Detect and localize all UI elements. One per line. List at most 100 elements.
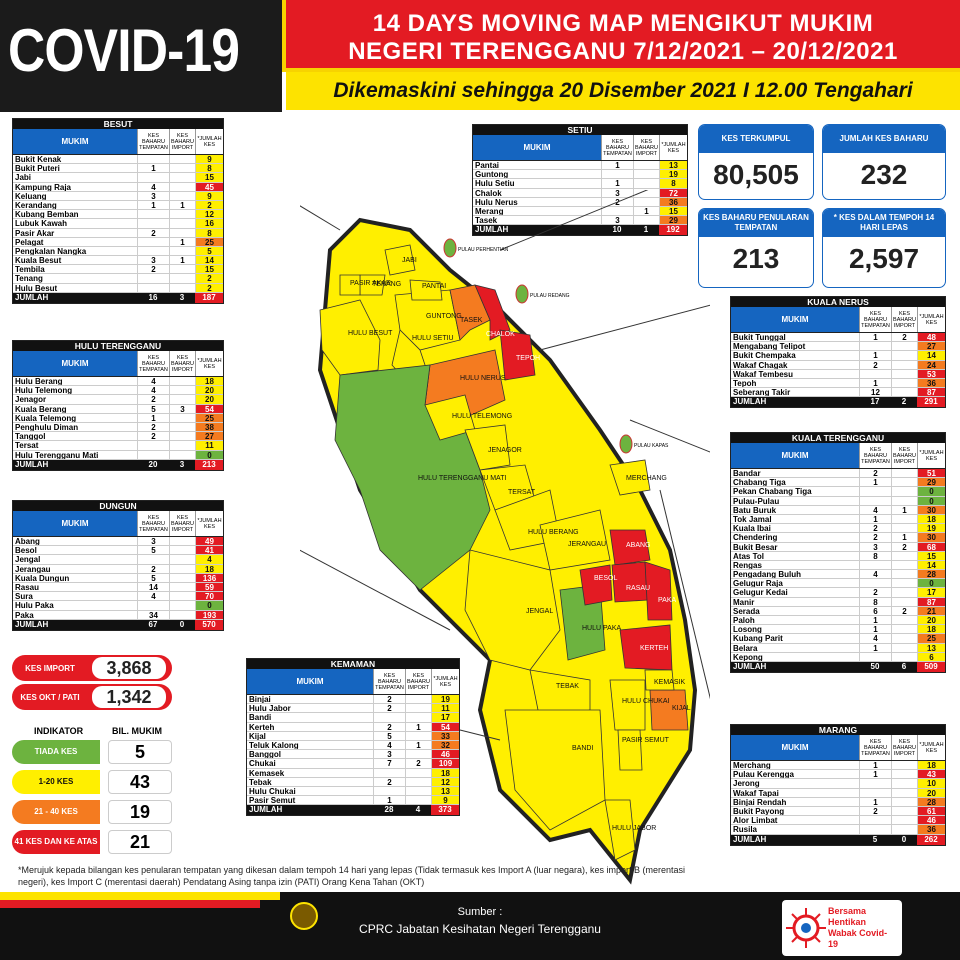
col-tempatan-header: KES BAHARU TEMPATAN: [137, 351, 169, 376]
legend-label: 41 KES DAN KE ATAS: [12, 830, 100, 854]
kes-tempatan: 5: [137, 546, 169, 555]
source-text: CPRC Jabatan Kesihatan Negeri Terengganu: [359, 922, 601, 936]
mukim-name: Besol: [15, 546, 37, 555]
table-total-row: JUMLAH 28 4 373: [247, 805, 459, 816]
jumlah-kes: 28: [917, 570, 945, 579]
table-row: Kuala Ibai 2 19: [731, 524, 945, 534]
covid19-logo-text: COVID-19: [8, 17, 240, 84]
map-region-label: ABANG: [626, 542, 651, 549]
table-kuala-nerus: KUALA NERUS MUKIM KES BAHARU TEMPATAN KES B…: [730, 296, 946, 409]
table-row: Tebak 2 12: [247, 777, 459, 787]
table-row: Kijal 5 33: [247, 731, 459, 741]
jumlah-kes: 54: [195, 404, 223, 413]
kes-tempatan: [373, 768, 405, 777]
kes-import: [169, 182, 195, 191]
kes-import: 2: [891, 606, 917, 615]
kes-import: [169, 210, 195, 219]
legend-row: 41 KES DAN KE ATAS 21: [12, 830, 172, 854]
pill-value: 3,868: [92, 657, 166, 679]
jumlah-kes: 10: [917, 779, 945, 788]
map-region: [474, 284, 511, 341]
kes-tempatan: [859, 788, 891, 797]
kes-import: [891, 478, 917, 487]
kes-import: [405, 768, 431, 777]
table-row: Tersat 11: [13, 441, 223, 451]
col-jumlah-header: *JUMLAH KES: [195, 351, 223, 376]
table-row: Serada 6 2 21: [731, 606, 945, 616]
kes-import: [891, 579, 917, 588]
mukim-name: Chabang Tiga: [733, 478, 786, 487]
kes-tempatan: [137, 450, 169, 459]
mukim-name: Gelugur Raja: [733, 579, 783, 588]
kes-tempatan: 1: [859, 761, 891, 770]
kes-tempatan: 4: [859, 570, 891, 579]
jumlah-kes: 48: [917, 333, 945, 342]
table-row: Wakaf Chagak 2 24: [731, 360, 945, 370]
kes-import: [169, 546, 195, 555]
kes-tempatan: 5: [137, 404, 169, 413]
mukim-name: Bandi: [249, 713, 272, 722]
table-total-row: JUMLAH 5 0 262: [731, 834, 945, 845]
kes-tempatan: 1: [601, 161, 633, 170]
col-tempatan-header: KES BAHARU TEMPATAN: [601, 135, 633, 160]
col-mukim-header: MUKIM: [731, 307, 859, 332]
kes-import: [891, 342, 917, 351]
kes-import: [891, 496, 917, 505]
total-label: JUMLAH: [733, 661, 767, 671]
map-region-label: PASIR AKAR: [350, 280, 391, 287]
table-header: MUKIM KES BAHARU TEMPATAN KES BAHARU IMPOR…: [731, 735, 945, 761]
kes-import: [169, 283, 195, 292]
jumlah-kes: 9: [195, 155, 223, 164]
jumlah-kes: 13: [431, 786, 459, 796]
table-row: Manir 8 87: [731, 597, 945, 607]
map-region-label: HULU BESUT: [348, 330, 393, 337]
kes-tempatan: 1: [859, 478, 891, 487]
kes-import: [169, 246, 195, 256]
map-region-label: TERSAT: [508, 489, 536, 496]
mukim-name: Pelagat: [15, 237, 44, 246]
kes-tempatan: 3: [137, 191, 169, 200]
kes-import: 2: [405, 759, 431, 768]
kes-tempatan: 1: [859, 616, 891, 625]
kes-import: [405, 704, 431, 713]
kpi-label: KES BAHARU PENULARAN TEMPATAN: [699, 209, 813, 237]
jumlah-kes: 9: [431, 796, 459, 805]
table-besut: BESUT MUKIM KES BAHARU TEMPATAN KES BAHARU …: [12, 118, 224, 304]
table-row: Kuala Dungun 5 136: [13, 573, 223, 583]
table-row: Pekan Chabang Tiga 0: [731, 487, 945, 497]
jumlah-kes: 109: [431, 759, 459, 768]
kes-tempatan: 4: [137, 592, 169, 601]
jumlah-kes: 45: [195, 182, 223, 191]
map-region-label: KERTEH: [640, 645, 668, 652]
pill-value: 1,342: [92, 686, 166, 708]
kes-import: 1: [169, 200, 195, 210]
col-tempatan-header: KES BAHARU TEMPATAN: [859, 443, 891, 468]
table-total-row: JUMLAH 10 1 192: [473, 225, 687, 236]
table-row: Lubuk Kawah 16: [13, 219, 223, 229]
jumlah-kes: 46: [917, 816, 945, 825]
kes-import: 1: [405, 722, 431, 731]
table-header: MUKIM KES BAHARU TEMPATAN KES BAHARU IMPOR…: [247, 669, 459, 695]
map-region-label: MERCHANG: [626, 475, 667, 482]
table-kuala-terengganu: KUALA TERENGGANU MUKIM KES BAHARU TEMPATAN…: [730, 432, 946, 673]
kes-import-pill: KES IMPORT 3,868: [12, 655, 172, 681]
total-label: JUMLAH: [733, 397, 767, 407]
mukim-name: Bukit Besar: [733, 542, 778, 551]
jumlah-kes: 14: [917, 560, 945, 570]
table-row: Hulu Jabor 2 11: [247, 704, 459, 714]
jumlah-kes: 30: [917, 533, 945, 542]
kes-tempatan: 2: [373, 704, 405, 713]
kes-import: [169, 432, 195, 441]
kes-import: 1: [169, 237, 195, 246]
kes-tempatan: [859, 560, 891, 570]
mukim-name: Atas Tol: [733, 551, 764, 560]
total-jumlah: 187: [195, 292, 223, 303]
total-jumlah: 291: [917, 397, 945, 408]
total-jumlah: 213: [195, 459, 223, 470]
mukim-name: Hulu Paka: [15, 601, 54, 610]
mukim-name: Pulau-Pulau: [733, 496, 780, 505]
kes-tempatan: 3: [601, 188, 633, 197]
mukim-name: Kerteh: [249, 722, 275, 731]
col-mukim-header: MUKIM: [473, 135, 601, 160]
kes-import: [169, 537, 195, 546]
